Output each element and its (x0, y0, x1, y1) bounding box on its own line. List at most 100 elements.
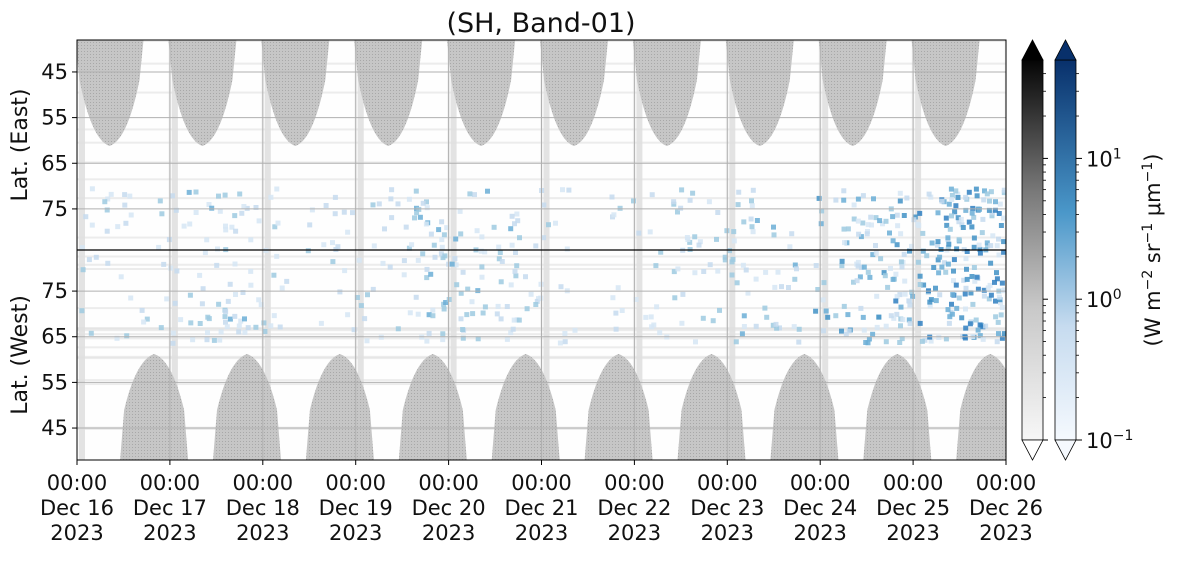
night-mask-west (770, 354, 839, 460)
cloud-cell (963, 207, 969, 213)
cloud-cell (906, 298, 912, 304)
cloud-cell (748, 216, 754, 222)
cloud-cell (426, 330, 432, 336)
cloud-cell (926, 191, 932, 197)
cloud-cell (993, 298, 998, 304)
cloud-cell (508, 226, 514, 232)
cloud-cell (865, 222, 871, 228)
cloud-cell (690, 190, 696, 196)
cloud-cell (414, 210, 420, 216)
cloud-cell (870, 331, 876, 337)
cloud-cell (692, 270, 698, 276)
cloud-cell (206, 202, 212, 207)
cloud-cell (190, 337, 196, 343)
cloud-cell (815, 287, 821, 292)
xtick-label: 00:00 Dec 17 2023 (133, 471, 207, 545)
cloud-cell (855, 259, 861, 265)
cloud-cell (963, 285, 969, 291)
cloud-cell (855, 218, 861, 224)
xtick-label: 00:00 Dec 22 2023 (597, 471, 671, 545)
cloud-cell (164, 296, 170, 302)
ytick-label: 75 (41, 279, 68, 303)
cloud-cell (841, 303, 847, 309)
cloud-cell (975, 286, 981, 292)
cloud-cell (901, 251, 907, 257)
cloud-cell (943, 336, 949, 342)
cloud-cell (953, 282, 959, 288)
cloud-cell (874, 293, 880, 299)
cloud-cell (951, 278, 956, 284)
cloud-cell (731, 238, 737, 244)
cloud-cell (730, 256, 736, 262)
cloud-cell (911, 217, 917, 223)
cloud-cell (653, 263, 659, 269)
cloud-cell (998, 300, 1003, 306)
cloud-cell (211, 337, 217, 343)
cloud-cell (985, 285, 991, 291)
cloud-cell (395, 201, 401, 207)
cloud-cell (649, 192, 655, 198)
cloud-cell (983, 323, 989, 329)
cloud-cell (188, 320, 194, 326)
cloud-cell (245, 325, 251, 331)
cloud-cell (158, 325, 164, 331)
cloud-cell (791, 324, 797, 330)
cloud-cell (900, 317, 906, 323)
cloud-cell (777, 325, 782, 331)
night-mask-east (725, 40, 794, 146)
ytick-label: 75 (41, 197, 68, 221)
cloud-cell (986, 296, 992, 302)
night-mask-east (540, 40, 609, 146)
cloud-cell (403, 224, 409, 230)
cloud-cell (992, 207, 998, 213)
cloud-cell (161, 261, 167, 267)
cloud-cell (562, 331, 568, 336)
cloud-cell (564, 246, 570, 252)
cloud-cell (223, 309, 229, 314)
cloud-cell (861, 264, 867, 270)
cloud-cell (428, 271, 434, 277)
cloud-cell (988, 189, 994, 195)
xtick-label: 00:00 Dec 21 2023 (504, 471, 578, 545)
cloud-cell (898, 259, 904, 265)
cloud-cell (412, 215, 417, 221)
cloud-cell (994, 243, 1000, 249)
cloud-cell (216, 193, 221, 199)
cloud-cell (482, 249, 488, 255)
cloud-cell (262, 329, 268, 334)
cloud-cell (88, 330, 94, 336)
cloud-cell (899, 336, 905, 342)
cloud-cell (820, 297, 826, 303)
cloud-cell (989, 210, 995, 216)
cloud-cell (685, 237, 691, 242)
cloud-cell (893, 271, 899, 277)
cloud-cell (508, 330, 514, 336)
cloud-cell (223, 223, 228, 229)
cloud-cell (504, 336, 510, 342)
cloud-cell (951, 257, 957, 263)
cloud-cell (496, 256, 502, 262)
cloud-cell (763, 269, 769, 275)
cloud-cell (93, 254, 99, 260)
cloud-cell (909, 243, 914, 249)
cloud-cell (330, 259, 336, 265)
cloud-cell (430, 313, 436, 319)
cloud-cell (242, 316, 247, 322)
cloud-cell (439, 237, 445, 243)
cloud-cell (772, 284, 778, 290)
cloud-cell (984, 240, 990, 246)
cloud-cell (472, 192, 477, 198)
cloud-cell (268, 323, 274, 329)
cloud-cell (562, 339, 568, 345)
ylabel-west: Lat. (West) (8, 295, 33, 415)
cloud-cell (566, 187, 572, 193)
cloud-cell (696, 242, 702, 248)
cloud-cell (424, 205, 430, 211)
cloud-cell (867, 274, 873, 280)
cloud-cell (977, 333, 983, 339)
cloud-cell (80, 267, 86, 273)
cloud-cell (773, 321, 779, 327)
cloud-cell (907, 248, 912, 254)
cloud-cell (464, 312, 470, 318)
cloud-cell (510, 326, 516, 332)
